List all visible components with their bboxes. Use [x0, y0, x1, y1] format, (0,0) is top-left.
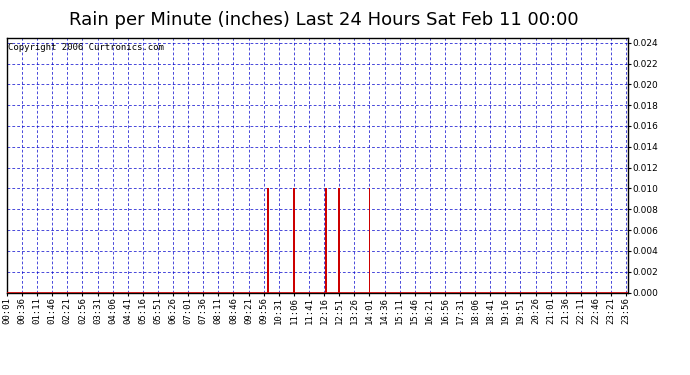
Bar	[338, 188, 340, 292]
Text: Copyright 2006 Curtronics.com: Copyright 2006 Curtronics.com	[8, 43, 164, 52]
Bar	[293, 188, 295, 292]
Text: Rain per Minute (inches) Last 24 Hours Sat Feb 11 00:00: Rain per Minute (inches) Last 24 Hours S…	[70, 11, 579, 29]
Bar	[267, 188, 269, 292]
Bar	[368, 188, 371, 292]
Bar	[326, 188, 327, 292]
